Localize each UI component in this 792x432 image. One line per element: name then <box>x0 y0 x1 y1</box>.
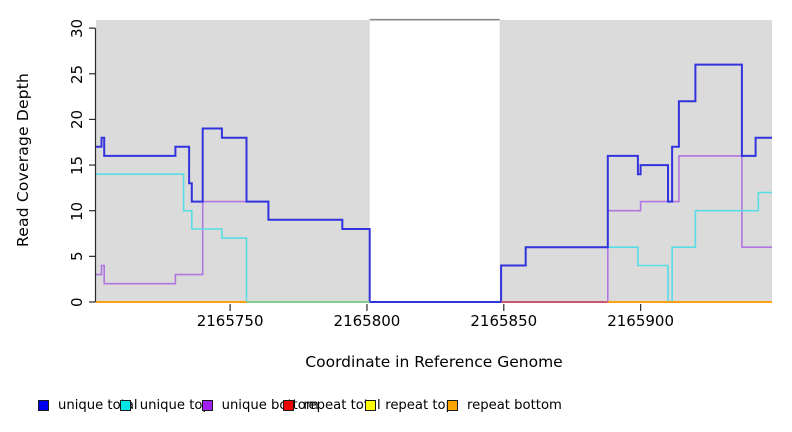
x-tick-label-2165750: 2165750 <box>196 312 264 330</box>
x-tick-label-2165850: 2165850 <box>470 312 538 330</box>
masked-region <box>369 19 500 302</box>
unique-total-line <box>96 63 772 303</box>
y-tick-label-20: 20 <box>68 109 86 129</box>
y-tick-label-10: 10 <box>68 201 86 221</box>
x-axis-label: Coordinate in Reference Genome <box>305 353 563 371</box>
y-tick-label-30: 30 <box>68 18 86 38</box>
y-tick-label-25: 25 <box>68 64 86 84</box>
y-tick-label-15: 15 <box>68 155 86 175</box>
y-tick-label-0: 0 <box>68 297 86 307</box>
y-axis-label: Read Coverage Depth <box>14 72 32 248</box>
x-tick-label-2165800: 2165800 <box>333 312 401 330</box>
y-tick-label-5: 5 <box>68 251 86 262</box>
x-tick-label-2165900: 2165900 <box>607 312 675 330</box>
